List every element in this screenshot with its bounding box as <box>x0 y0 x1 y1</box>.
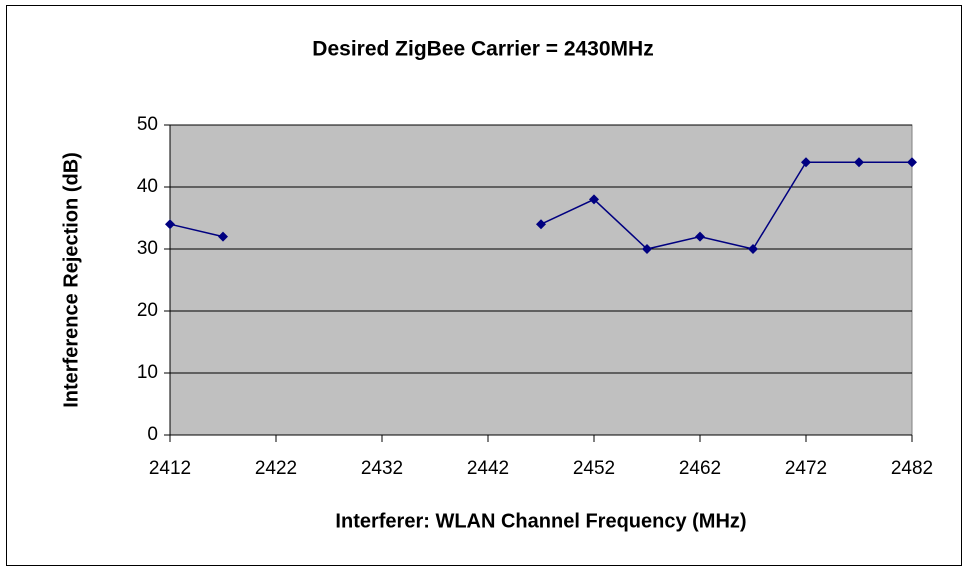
x-tick-label: 2452 <box>573 458 615 479</box>
data-point <box>165 219 175 230</box>
data-point <box>589 194 599 205</box>
x-axis-label: Interferer: WLAN Channel Frequency (MHz) <box>335 510 746 532</box>
data-point <box>748 244 758 254</box>
x-tick-label: 2462 <box>679 458 721 479</box>
y-axis-label: Interference Rejection (dB) <box>60 152 82 408</box>
y-tick-label: 50 <box>137 114 158 135</box>
x-tick-label: 2412 <box>149 458 191 479</box>
series-line <box>540 161 912 250</box>
plot-area <box>169 124 913 436</box>
data-point <box>801 157 811 168</box>
x-tick-label: 2472 <box>785 458 827 479</box>
chart-title: Desired ZigBee Carrier = 2430MHz <box>312 38 653 61</box>
data-point <box>642 244 652 254</box>
x-tick-label: 2482 <box>891 458 933 479</box>
data-point <box>218 231 228 242</box>
y-tick-label: 20 <box>137 300 158 321</box>
data-point <box>854 157 864 168</box>
series-line <box>169 223 224 238</box>
data-point <box>536 219 546 230</box>
y-tick-label: 30 <box>137 238 158 259</box>
x-tick-label: 2442 <box>467 458 509 479</box>
x-tick-label: 2432 <box>361 458 403 479</box>
y-tick-label: 0 <box>147 424 158 445</box>
x-tick-label: 2422 <box>255 458 297 479</box>
data-point <box>907 157 917 168</box>
y-tick-label: 10 <box>137 362 158 383</box>
y-tick-label: 40 <box>137 176 158 197</box>
data-point <box>695 231 705 242</box>
